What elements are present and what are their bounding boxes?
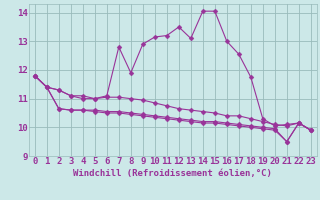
X-axis label: Windchill (Refroidissement éolien,°C): Windchill (Refroidissement éolien,°C) bbox=[73, 169, 272, 178]
